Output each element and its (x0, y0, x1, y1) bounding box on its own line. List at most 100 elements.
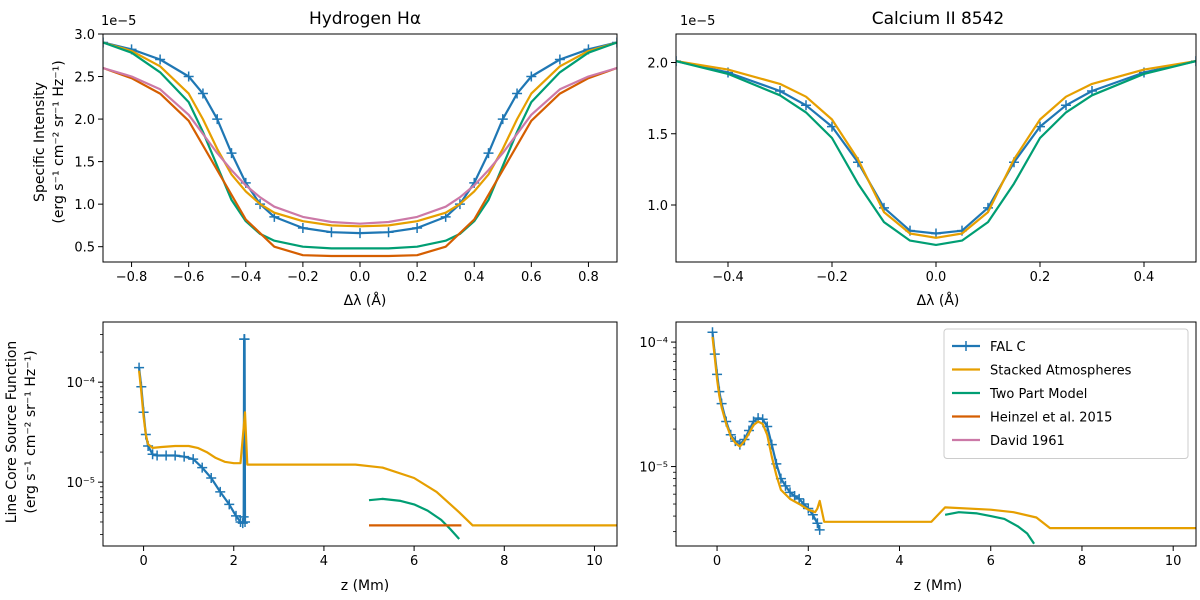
legend-label: FAL C (990, 340, 1026, 355)
plot-area: −0.4 −0.2 0.0 0.2 0.4 1.0 1.5 2.0 (647, 33, 1197, 285)
y-tick-label: 2.0 (74, 113, 95, 128)
legend: FAL C Stacked Atmospheres Two Part Model He… (943, 328, 1189, 459)
data-point (297, 222, 308, 233)
y-tick-label: 1.0 (647, 199, 668, 214)
x-tick-label: 0.8 (578, 270, 599, 285)
y-tick-label: 10⁻⁵ (639, 461, 668, 476)
data-point (1061, 100, 1071, 111)
y-axis-label-line2: (erg s⁻¹ cm⁻² sr⁻¹ Hz⁻¹) (23, 350, 39, 513)
series-group (103, 37, 617, 258)
data-point (183, 71, 194, 82)
axes-frame (675, 321, 1197, 547)
panel-calcium-intensity: Calcium II 8542 1e−5 Δλ (Å) −0.4 −0.2 0.0 0… (647, 9, 1197, 309)
plot-area: 0 2 4 6 8 10 10⁻⁵ 10⁻⁴ (639, 321, 1197, 569)
y-axis-label-line1: Specific Intensity (32, 82, 48, 202)
data-point (794, 493, 805, 504)
x-tick-label: −0.2 (816, 270, 848, 285)
data-point (383, 227, 394, 238)
data-point (237, 518, 248, 529)
series-line-stacked-atmospheres (103, 41, 617, 228)
x-tick-label: 4 (895, 554, 903, 569)
data-point (197, 462, 208, 473)
x-tick-label: 8 (1078, 554, 1086, 569)
legend-label: David 1961 (990, 434, 1065, 449)
x-axis-label: Δλ (Å) (344, 292, 387, 309)
y-axis-label-line2: (erg s⁻¹ cm⁻² sr⁻¹ Hz⁻¹) (51, 60, 67, 223)
data-point (512, 88, 523, 99)
data-point (801, 100, 811, 111)
x-tick-label: 2 (230, 554, 238, 569)
legend-item-fal-c: FAL C (952, 340, 1026, 355)
series-group (676, 56, 1196, 246)
x-tick-label: 6 (987, 554, 995, 569)
x-tick-label: 0.2 (1030, 270, 1051, 285)
data-point (231, 510, 242, 521)
legend-marker (961, 341, 971, 351)
series-line-stacked-atmospheres (138, 370, 617, 527)
y-tick-label: 1.5 (74, 156, 95, 171)
x-tick-label: −0.8 (116, 270, 148, 285)
y-axis-label-line1: Line Core Source Function (4, 341, 20, 524)
exponent-label: 1e−5 (680, 14, 715, 29)
series-line-fal-c (676, 60, 1196, 235)
data-point (197, 88, 208, 99)
data-point (147, 449, 158, 460)
legend-item-two-part-model: Two Part Model (952, 387, 1087, 402)
series-line-two-part-model (103, 41, 617, 250)
legend-item-david-1961: David 1961 (952, 434, 1065, 449)
data-point (554, 54, 565, 65)
axes-frame (102, 321, 618, 547)
legend-label: Two Part Model (989, 387, 1087, 402)
x-axis-label: z (Mm) (341, 578, 389, 594)
data-point (188, 454, 199, 465)
exponent-label: 1e−5 (101, 14, 136, 29)
y-tick-label: 1.0 (74, 198, 95, 213)
legend-label: Heinzel et al. 2015 (990, 411, 1112, 426)
x-tick-label: 0 (139, 554, 147, 569)
plot-area: −0.8 −0.6 −0.4 −0.2 0.0 0.2 0.4 0.6 0.8 0.5 1.0 1.5… (74, 28, 618, 285)
x-tick-label: −0.4 (230, 270, 262, 285)
data-point (212, 114, 223, 125)
series-line-stacked-atmospheres (711, 336, 1196, 530)
y-tick-label: 10⁻⁵ (66, 476, 95, 491)
x-tick-label: 4 (320, 554, 328, 569)
data-point (152, 450, 163, 461)
data-point (226, 148, 237, 159)
x-tick-label: 0.2 (407, 270, 428, 285)
series-line-fal-c (138, 338, 247, 525)
series-line-fal-c (103, 41, 617, 235)
series-line-two-part-model (368, 497, 461, 540)
series-line-david-1961 (103, 66, 617, 225)
y-tick-label: 3.0 (74, 28, 95, 43)
plot-area: 0 2 4 6 8 10 10⁻⁵ 10⁻⁴ (66, 321, 618, 569)
x-tick-label: 10 (586, 554, 603, 569)
x-tick-label: 6 (410, 554, 418, 569)
data-point (206, 473, 217, 484)
y-tick-label: 10⁻⁴ (66, 376, 95, 391)
data-point (812, 518, 823, 529)
data-point (170, 450, 181, 461)
data-point (215, 486, 226, 497)
panel-calcium-source-function: z (Mm) 0 2 4 6 8 10 10⁻⁵ 10⁻⁴ FAL C Stacked Atmo… (639, 321, 1197, 594)
data-point (483, 148, 494, 159)
legend-item-stacked-atmospheres: Stacked Atmospheres (952, 364, 1132, 379)
x-tick-label: 2 (804, 554, 812, 569)
data-point (239, 334, 250, 345)
x-tick-label: 0.0 (926, 270, 947, 285)
y-tick-label: 1.5 (647, 128, 668, 143)
data-point (707, 327, 718, 338)
x-tick-label: 0.0 (350, 270, 371, 285)
panel-title: Calcium II 8542 (872, 9, 1005, 29)
x-axis-label: z (Mm) (914, 578, 962, 594)
series-group (134, 334, 617, 540)
data-point (757, 414, 768, 425)
legend-box (943, 328, 1189, 459)
y-tick-label: 2.5 (74, 71, 95, 86)
data-point (355, 228, 365, 239)
legend-label: Stacked Atmospheres (990, 364, 1132, 379)
series-group (707, 327, 1196, 545)
panel-title: Hydrogen Hα (309, 9, 421, 29)
x-tick-label: 10 (1165, 554, 1182, 569)
data-point (497, 114, 508, 125)
